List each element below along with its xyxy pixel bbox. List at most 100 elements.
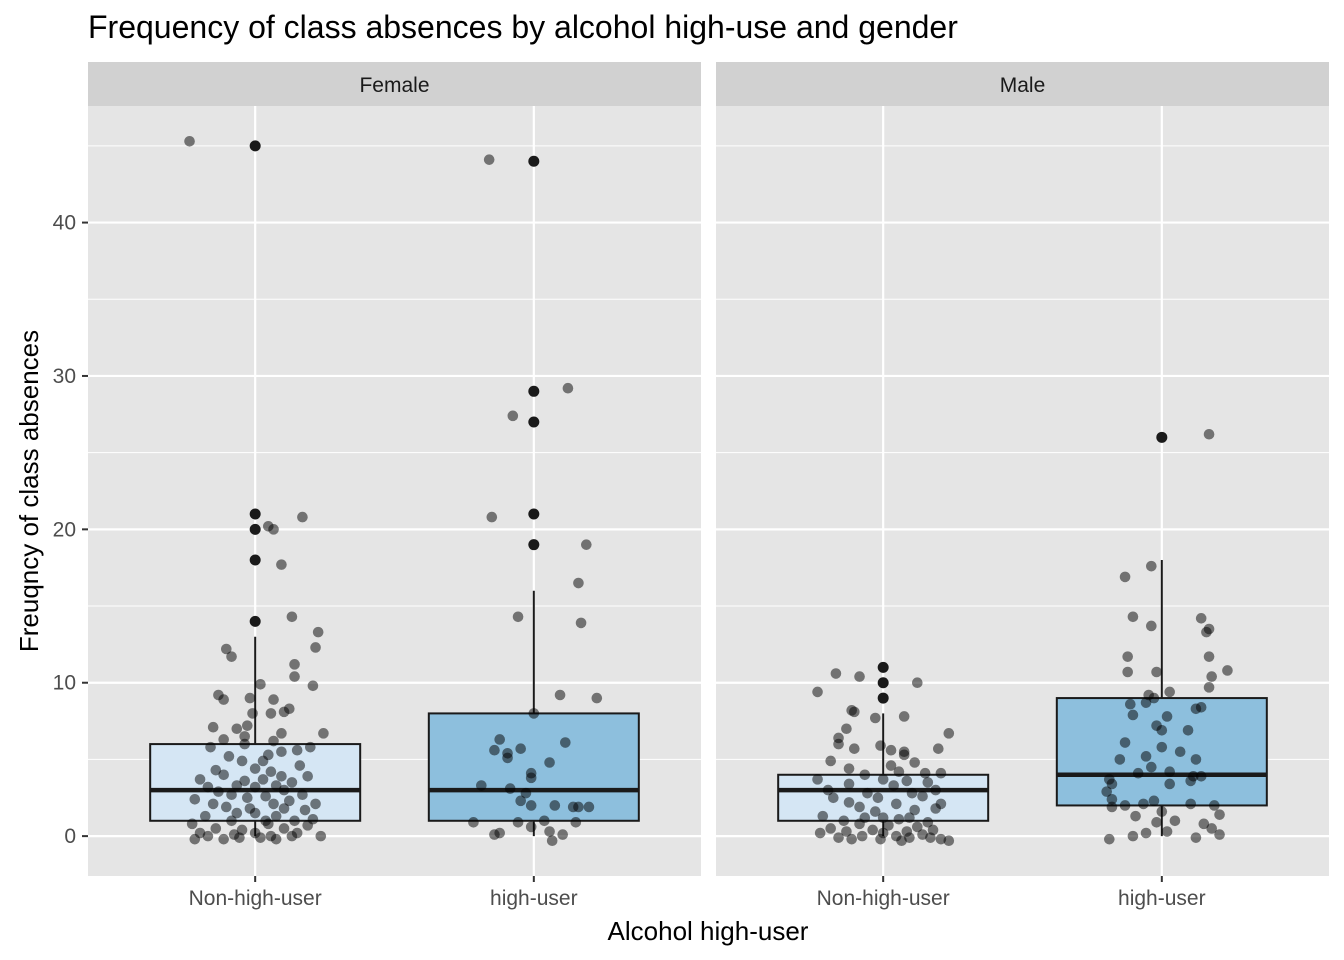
jitter-point [539,815,550,827]
jitter-point [922,817,934,828]
jitter-point [1138,798,1149,810]
jitter-point [286,777,298,788]
jitter-point [1130,810,1141,822]
jitter-point [247,708,258,719]
jitter-point [1203,682,1215,693]
outlier-point [249,554,261,566]
jitter-point [1206,823,1217,834]
jitter-point [257,755,269,767]
x-tick-label: high-user [490,887,578,910]
jitter-point [468,817,479,828]
jitter-point [502,752,513,764]
jitter-point [922,777,934,788]
jitter-point [239,731,250,742]
jitter-point [557,829,568,840]
jitter-point [1148,692,1160,704]
jitter-point [218,694,229,705]
jitter-point [838,815,850,827]
jitter-point [1106,794,1118,805]
jitter-point [276,559,287,570]
jitter-point [299,804,311,816]
jitter-point [843,763,855,774]
jitter-point [1190,703,1202,715]
jitter-point [221,643,232,655]
jitter-point [573,577,584,589]
jitter-point [239,738,250,750]
jitter-point [291,744,303,756]
facet-male: Male Non-high-user high-user [716,62,1329,910]
jitter-point [1156,806,1168,817]
x-tick-label: Non-high-user [189,887,322,910]
jitter-point [249,781,261,793]
jitter-point [1209,800,1220,811]
jitter-point [917,790,928,802]
jitter-point [575,617,587,629]
jitter-point [278,784,290,796]
jitter-point [581,539,592,550]
jitter-point [268,798,279,810]
jitter-point [297,789,308,801]
jitter-point [867,824,878,836]
jitter-point [202,830,214,842]
jitter-point [1185,775,1196,787]
jitter-point [1106,778,1118,790]
jitter-point [268,735,279,747]
jitter-point [1148,795,1160,807]
jitter-point [1106,801,1118,813]
jitter-point [843,797,855,808]
jitter-point [898,711,910,722]
jitter-point [236,755,248,767]
jitter-point [525,821,537,833]
jitter-point [1140,751,1152,762]
jitter-point [1104,833,1115,845]
jitter-point [221,801,232,813]
jitter-point [210,823,222,834]
jitter-point [483,154,495,165]
jitter-point [1151,817,1162,828]
jitter-point [1201,626,1212,638]
jitter-point [276,770,287,782]
jitter-point [284,795,295,807]
x-tick-label: Non-high-user [817,887,950,910]
jitter-point [278,706,290,718]
jitter-point [544,757,555,768]
jitter-point [486,511,498,523]
jitter-point [189,833,201,845]
jitter-point [520,787,532,799]
jitter-point [507,410,519,422]
jitter-point [898,749,910,761]
jitter-point [1156,741,1168,753]
jitter-point [257,774,269,785]
jitter-point [843,778,855,790]
jitter-point [1119,800,1131,811]
jitter-point [1151,666,1162,678]
y-tick-label: 40 [53,212,76,235]
jitter-point [896,835,907,847]
jitter-point [919,767,931,779]
jitter-point [930,784,941,796]
jitter-point [1195,613,1207,624]
jitter-point [205,741,216,753]
jitter-point [825,823,836,834]
jitter-point [1206,671,1217,682]
jitter-point [265,708,277,719]
jitter-point [849,743,860,754]
jitter-point [1122,651,1133,662]
jitter-point [933,743,944,754]
outlier-point [1156,431,1168,443]
facet-strip-label: Male [1000,74,1046,97]
jitter-point [1119,737,1131,748]
jitter-point [1132,767,1144,779]
jitter-point [1164,686,1175,698]
jitter-point [872,792,884,804]
jitter-point [218,734,229,745]
jitter-point [489,744,500,756]
jitter-point [870,806,881,817]
jitter-point [560,737,571,748]
jitter-point [1146,761,1157,773]
jitter-point [912,821,923,833]
jitter-point [260,790,271,802]
jitter-point [875,833,886,845]
jitter-point [200,810,211,822]
jitter-point [1190,832,1202,843]
